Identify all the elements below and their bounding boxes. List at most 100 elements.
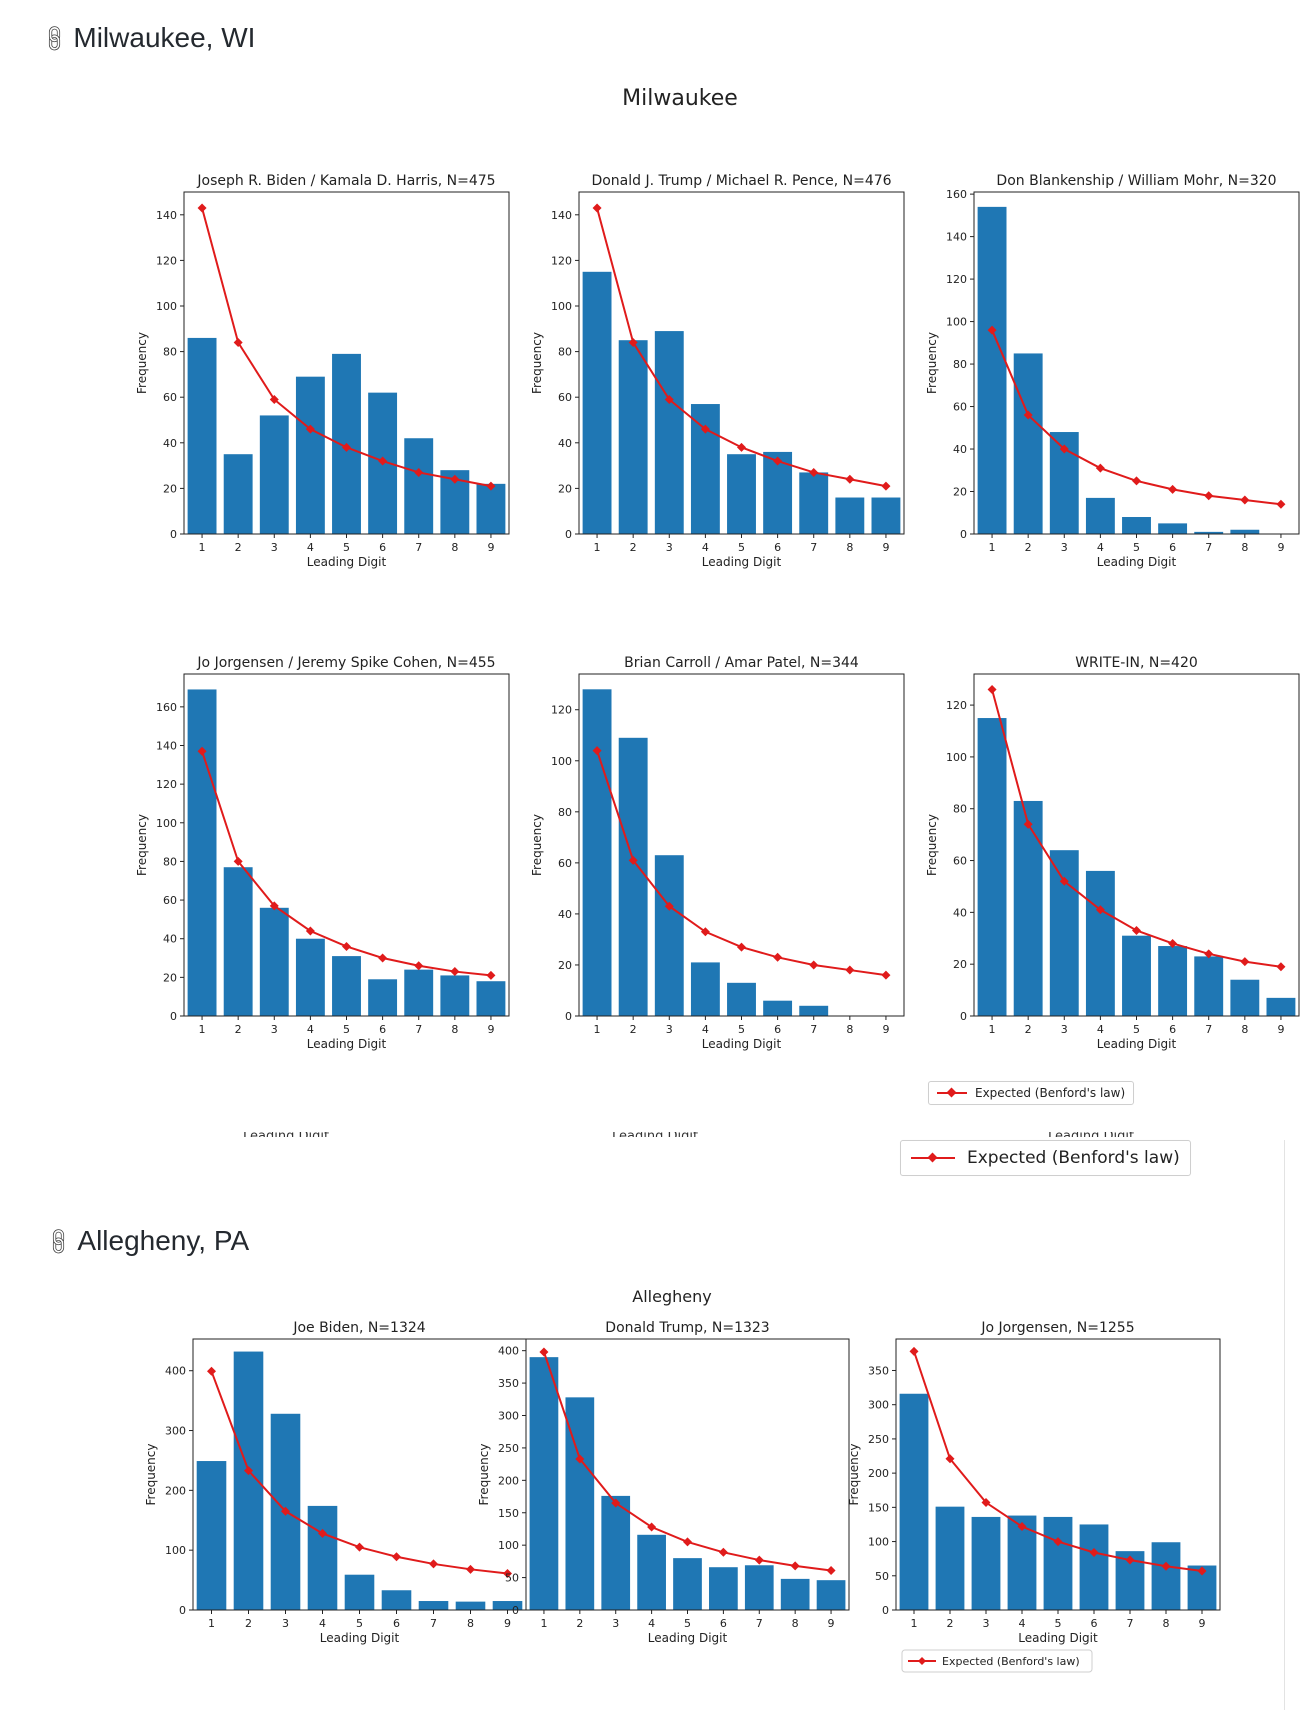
y-axis-label: Frequency <box>847 1444 861 1506</box>
y-tick-label: 400 <box>165 1365 186 1378</box>
heading-milwaukee: 🔗︎ Milwaukee, WI <box>38 22 255 56</box>
y-tick-label: 350 <box>868 1364 889 1377</box>
link-icon[interactable]: 🔗︎ <box>38 21 72 56</box>
y-tick-label: 80 <box>558 346 572 359</box>
bar-1 <box>529 1357 559 1610</box>
bar-2 <box>935 1506 965 1610</box>
bar-8 <box>835 497 865 534</box>
x-tick-label: 3 <box>271 1023 278 1036</box>
y-tick-label: 400 <box>498 1345 519 1358</box>
y-tick-label: 0 <box>179 1604 186 1617</box>
chart-mke-jorgensen: Jo Jorgensen / Jeremy Spike Cohen, N=455… <box>135 655 510 1051</box>
x-tick-label: 2 <box>245 1617 252 1630</box>
bar-1 <box>582 271 612 534</box>
expected-point-7 <box>414 961 424 971</box>
y-tick-label: 60 <box>558 857 572 870</box>
x-axis-label: Leading Digit <box>307 555 387 569</box>
bar-2 <box>1013 353 1043 534</box>
bar-4 <box>295 938 325 1016</box>
x-tick-label: 9 <box>504 1617 511 1630</box>
x-tick-label: 3 <box>271 541 278 554</box>
x-tick-label: 2 <box>630 1023 637 1036</box>
bar-2 <box>618 340 648 534</box>
y-tick-label: 120 <box>946 699 967 712</box>
y-tick-label: 40 <box>953 443 967 456</box>
x-tick-label: 7 <box>1205 541 1212 554</box>
expected-point-5 <box>1132 476 1141 486</box>
x-axis-label: Leading Digit <box>1018 1631 1098 1645</box>
y-axis-label: Frequency <box>144 1444 158 1506</box>
y-tick-label: 100 <box>551 755 572 768</box>
x-tick-label: 8 <box>451 1023 458 1036</box>
expected-point-4 <box>700 927 710 937</box>
x-tick-label: 4 <box>702 541 709 554</box>
y-tick-label: 200 <box>165 1484 186 1497</box>
x-tick-label: 3 <box>612 1617 619 1630</box>
y-tick-label: 120 <box>551 704 572 717</box>
bar-3 <box>654 855 684 1016</box>
bar-9 <box>476 483 506 534</box>
x-tick-label: 3 <box>1061 1023 1068 1036</box>
x-tick-label: 1 <box>208 1617 215 1630</box>
x-tick-label: 5 <box>738 1023 745 1036</box>
heading-allegheny: 🔗︎ Allegheny, PA <box>42 1225 249 1259</box>
chart-mke-blankenship: Don Blankenship / William Mohr, N=320 0 20… <box>925 173 1300 569</box>
expected-point-4 <box>1095 905 1105 915</box>
expected-point-2 <box>233 856 243 866</box>
legend-large-milwaukee: Expected (Benford's law) <box>900 1140 1191 1176</box>
x-tick-label: 7 <box>756 1617 763 1630</box>
x-tick-label: 3 <box>666 1023 673 1036</box>
expected-point-3 <box>269 394 279 404</box>
x-tick-label: 7 <box>415 541 422 554</box>
expected-point-3 <box>1059 876 1069 886</box>
expected-point-9 <box>881 481 891 491</box>
bar-5 <box>344 1574 375 1610</box>
legend-label: Expected (Benford's law) <box>975 1086 1126 1100</box>
bar-8 <box>1230 979 1260 1016</box>
bar-6 <box>1158 523 1188 534</box>
x-tick-label: 5 <box>1133 541 1140 554</box>
y-tick-label: 0 <box>170 1010 177 1023</box>
chart-title: Don Blankenship / William Mohr, N=320 <box>996 173 1276 189</box>
expected-point-4 <box>305 926 315 936</box>
chart-title: Donald Trump, N=1323 <box>605 1320 769 1336</box>
expected-point-1 <box>197 203 207 213</box>
expected-point-2 <box>244 1466 253 1476</box>
bar-6 <box>381 1590 412 1610</box>
expected-point-1 <box>987 685 997 695</box>
y-tick-label: 80 <box>163 855 177 868</box>
bar-3 <box>259 415 289 534</box>
expected-point-8 <box>450 967 460 977</box>
x-axis-label: Leading Digit <box>648 1631 728 1645</box>
chart-mke-biden: Joseph R. Biden / Kamala D. Harris, N=47… <box>135 173 510 569</box>
bar-6 <box>368 979 398 1016</box>
expected-point-1 <box>987 325 997 335</box>
bar-4 <box>1085 870 1115 1016</box>
bar-5 <box>332 956 361 1016</box>
chart-mke-writein: WRITE-IN, N=420 0 20 40 60 80 100 120 1 2 3 4 5 6 7 8 9 L… <box>925 655 1300 1051</box>
expected-point-3 <box>664 394 674 404</box>
y-tick-label: 60 <box>953 855 967 868</box>
bar-5 <box>1043 1516 1073 1610</box>
expected-point-2 <box>575 1454 585 1464</box>
x-tick-label: 5 <box>343 541 350 554</box>
chart-title: Jo Jorgensen, N=1255 <box>980 1320 1134 1336</box>
bar-6 <box>1158 946 1188 1016</box>
y-tick-label: 20 <box>163 971 177 984</box>
y-tick-label: 20 <box>953 958 967 971</box>
x-tick-label: 4 <box>319 1617 326 1630</box>
link-icon[interactable]: 🔗︎ <box>42 1224 76 1259</box>
expected-point-7 <box>1204 491 1214 501</box>
expected-point-4 <box>1017 1522 1027 1532</box>
expected-point-3 <box>1059 444 1069 454</box>
expected-point-9 <box>826 1565 836 1575</box>
expected-point-7 <box>809 467 819 477</box>
expected-point-6 <box>378 953 388 963</box>
x-tick-label: 3 <box>666 541 673 554</box>
y-tick-label: 250 <box>498 1442 519 1455</box>
x-tick-label: 9 <box>1199 1617 1206 1630</box>
expected-point-5 <box>737 442 746 452</box>
x-tick-label: 7 <box>1127 1617 1134 1630</box>
bar-6 <box>763 451 793 534</box>
x-tick-label: 6 <box>774 1023 781 1036</box>
